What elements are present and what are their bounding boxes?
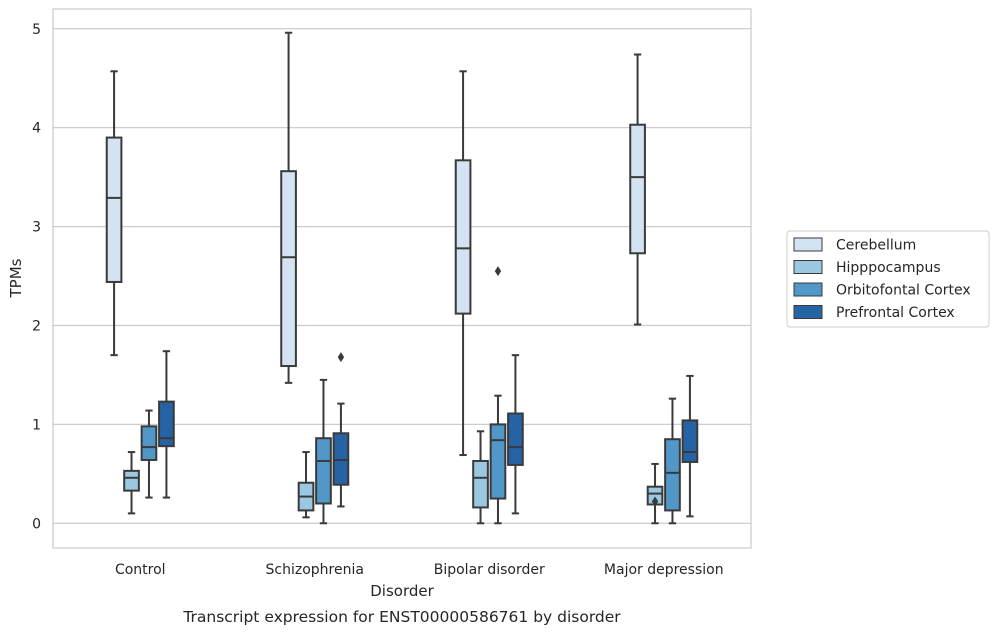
legend-label: Orbitofontal Cortex	[836, 283, 971, 299]
y-tick-label: 3	[32, 220, 41, 236]
series-hipppocampus	[123, 430, 664, 525]
legend-label: Cerebellum	[836, 238, 916, 254]
box	[105, 70, 123, 357]
box	[681, 374, 699, 518]
legend-swatch	[793, 260, 823, 274]
box	[454, 70, 472, 457]
y-tick-label: 5	[32, 22, 41, 38]
box	[280, 31, 297, 384]
y-tick-label: 0	[32, 516, 41, 532]
y-tick-label: 2	[32, 318, 41, 334]
box	[472, 430, 489, 525]
box	[123, 451, 140, 515]
x-axis-ticks: Control Schizophrenia Bipolar disorder Majo…	[115, 562, 724, 578]
box-body	[315, 437, 332, 505]
box	[315, 378, 332, 525]
box	[664, 397, 681, 525]
y-tick-label: 4	[32, 121, 41, 137]
legend-item: Prefrontal Cortex	[793, 305, 955, 321]
legend-swatch	[793, 282, 823, 297]
box	[646, 462, 664, 525]
y-tick-label: 1	[32, 417, 41, 433]
outlier-point	[494, 266, 502, 277]
box	[332, 352, 350, 508]
x-tick-label: Bipolar disorder	[434, 562, 545, 578]
box-body	[140, 425, 158, 461]
box-body	[158, 400, 175, 448]
legend-item: Orbitofontal Cortex	[793, 282, 971, 299]
outlier-point	[651, 496, 659, 507]
legend-item: Hipppocampus	[793, 260, 941, 276]
box-body	[123, 469, 140, 492]
outlier-point	[337, 352, 345, 363]
box	[140, 409, 158, 499]
box	[158, 350, 175, 499]
legend-swatch	[793, 237, 823, 252]
box	[507, 354, 524, 515]
box-body	[489, 423, 507, 500]
series-orbitofontal-cortex	[140, 266, 681, 525]
box-body	[507, 412, 524, 466]
legend-swatch	[793, 305, 823, 319]
y-axis-ticks: 0 1 2 3 4 5	[32, 22, 41, 532]
x-tick-label: Schizophrenia	[266, 562, 364, 578]
box	[489, 266, 507, 525]
box-body	[472, 459, 489, 509]
legend-frame	[786, 230, 990, 328]
x-tick-label: Major depression	[604, 562, 724, 578]
box-body	[105, 136, 123, 283]
box-body	[681, 419, 699, 463]
box-body	[629, 123, 646, 255]
legend-item: Cerebellum	[793, 237, 916, 254]
box-series	[105, 31, 699, 525]
x-axis-title: Disorder	[370, 582, 434, 600]
box-body	[454, 159, 472, 315]
box-body	[664, 438, 681, 512]
chart-caption: Transcript expression for ENST0000058676…	[182, 608, 621, 626]
series-cerebellum	[105, 31, 646, 457]
y-axis-title: TPMs	[7, 258, 25, 298]
series-prefrontal-cortex	[158, 350, 699, 518]
x-tick-label: Control	[115, 562, 166, 578]
legend: Cerebellum Hipppocampus Orbitofontal Corte…	[786, 230, 990, 328]
box	[629, 53, 646, 326]
box	[297, 451, 315, 519]
legend-items: Cerebellum Hipppocampus Orbitofontal Corte…	[793, 237, 971, 321]
plot-area	[52, 8, 752, 549]
legend-label: Prefrontal Cortex	[836, 305, 955, 321]
box-body	[280, 170, 297, 368]
legend-label: Hipppocampus	[836, 260, 941, 276]
